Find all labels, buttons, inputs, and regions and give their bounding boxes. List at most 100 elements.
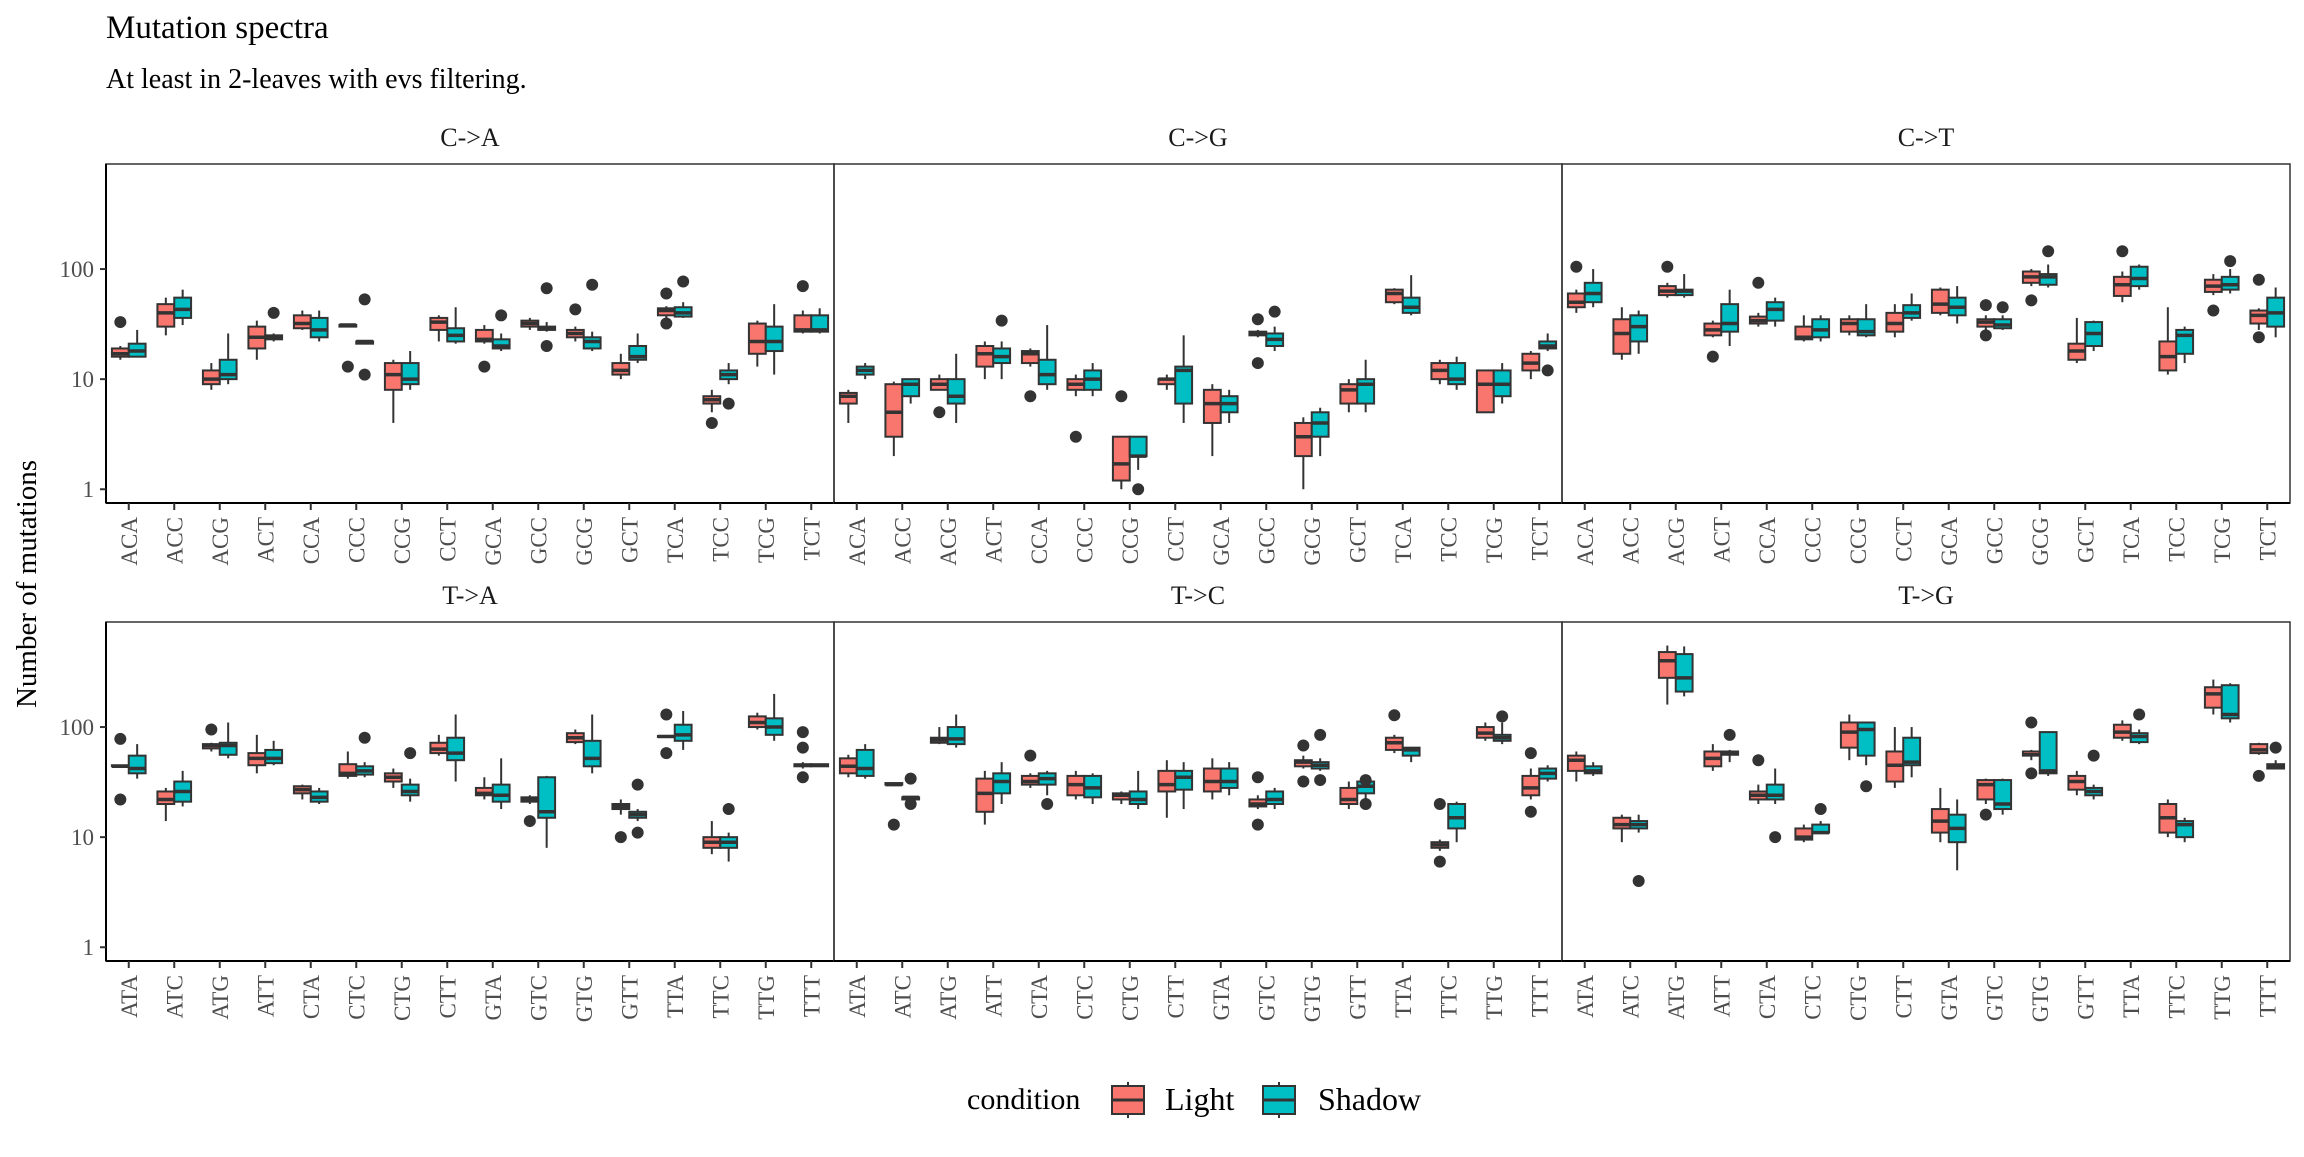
box-ccg-shadow <box>400 351 420 390</box>
x-tick-label: CCG <box>390 517 415 564</box>
box-ccc-shadow <box>1811 315 1831 342</box>
box-ttg-shadow <box>764 693 784 741</box>
box-ccc-shadow <box>355 293 375 381</box>
x-tick-label: GTA <box>1937 975 1962 1021</box>
x-tick-label: ATT <box>1709 975 1734 1017</box>
legend-label-shadow: Shadow <box>1318 1081 1421 1117</box>
outlier-point <box>1069 430 1082 443</box>
box-ccg-light <box>1111 390 1131 490</box>
box-ttt-light <box>793 726 813 784</box>
x-tick-label: GCT <box>2073 517 2098 563</box>
box-acc-shadow <box>1629 310 1649 354</box>
box-ctc-light <box>1066 770 1086 800</box>
box-gct-shadow <box>2084 320 2104 352</box>
outlier-point <box>995 314 1008 327</box>
box-ccg-shadow <box>1128 435 1148 496</box>
box-ctt-shadow <box>446 714 466 782</box>
box-gtc-shadow <box>1265 787 1285 810</box>
box-cct-light <box>1885 304 1905 338</box>
box-ttt-light <box>2249 742 2269 782</box>
box-ctc-shadow <box>355 731 375 778</box>
panel-c-to-a: C->A 1 10 100 ACA ACC ACG ACT CCA CCC CCG CCT GCA GCC… <box>60 123 835 566</box>
box-gcc-shadow <box>1265 305 1285 352</box>
box-gct-light <box>1339 379 1359 413</box>
box-iqr <box>946 726 966 746</box>
box-iqr <box>1902 736 1922 767</box>
box-iqr <box>491 783 511 803</box>
outlier-point <box>660 708 673 721</box>
box-iqr <box>1566 292 1586 309</box>
x-tick-label: CTC <box>1800 975 1825 1020</box>
outlier-point <box>358 731 371 744</box>
box-ctt-light <box>429 734 449 756</box>
box-acc-shadow <box>173 289 193 326</box>
outlier-point <box>358 293 371 306</box>
outlier-point <box>1433 855 1446 868</box>
box-iqr <box>1993 779 2013 811</box>
box-gca-light <box>1202 384 1222 457</box>
box-cta-light <box>1748 754 1768 805</box>
box-iqr <box>201 369 221 386</box>
box-gtt-shadow <box>1356 774 1376 811</box>
box-tta-light <box>2112 720 2132 741</box>
box-att-shadow <box>1720 728 1740 763</box>
box-ctg-shadow <box>400 747 420 802</box>
x-tick-label: TCA <box>2119 517 2144 563</box>
box-atg-shadow <box>218 722 238 759</box>
box-iqr <box>1174 365 1194 405</box>
box-iqr <box>1629 314 1649 343</box>
box-iqr <box>2129 265 2149 288</box>
box-tcc-shadow <box>2175 326 2195 364</box>
outlier-point <box>1496 710 1509 723</box>
legend: condition Light Shadow <box>967 1081 1421 1118</box>
x-tick-label: ACA <box>1573 517 1598 566</box>
box-tca-shadow <box>1401 275 1421 316</box>
x-tick-label: GCG <box>1300 517 1325 566</box>
x-tick-label: TTA <box>663 975 688 1018</box>
x-tick-label: TTC <box>1436 975 1461 1018</box>
x-tick-label: ACC <box>890 517 915 564</box>
box-aca-shadow <box>127 329 147 358</box>
box-atc-light <box>156 787 176 822</box>
box-tcg-light <box>747 320 767 367</box>
x-tick-label: ATT <box>253 975 278 1017</box>
box-acg-shadow <box>218 333 238 385</box>
x-tick-label: CTG <box>390 975 415 1021</box>
y-tick-label: 10 <box>71 825 94 850</box>
box-ccc-light <box>338 323 358 373</box>
box-atc-light <box>1612 814 1632 843</box>
x-tick-label: CCA <box>1755 517 1780 565</box>
box-ttt-shadow <box>1538 765 1558 782</box>
panel-strip-label: T->C <box>1171 581 1225 610</box>
box-iqr <box>1657 651 1677 679</box>
outlier-point <box>114 732 127 745</box>
box-iqr <box>1566 754 1586 772</box>
outlier-point <box>1570 260 1583 273</box>
box-ctg-shadow <box>1856 721 1876 793</box>
box-iqr <box>1839 721 1859 749</box>
x-tick-label: ATA <box>845 975 870 1018</box>
x-tick-label: CTC <box>344 975 369 1020</box>
outlier-point <box>1814 803 1827 816</box>
legend-title: condition <box>967 1083 1080 1116</box>
box-tcc-light <box>1430 359 1450 385</box>
box-iqr <box>855 748 875 777</box>
outlier-point <box>1132 483 1145 496</box>
box-iqr <box>946 378 966 405</box>
x-tick-label: CTT <box>1163 975 1188 1018</box>
box-gta-shadow <box>1947 799 1967 871</box>
outlier-point <box>2116 245 2129 258</box>
box-gca-shadow <box>1947 286 1967 324</box>
box-gtg-shadow <box>582 714 602 774</box>
box-ctt-light <box>1157 760 1177 818</box>
box-ctt-shadow <box>1902 727 1922 778</box>
box-iqr <box>1930 288 1950 314</box>
x-tick-label: ACC <box>1618 517 1643 564</box>
box-ttc-light <box>2158 799 2178 838</box>
box-tcg-shadow <box>764 304 784 375</box>
box-gtt-light <box>611 799 631 844</box>
panel-border <box>105 621 835 962</box>
box-iqr <box>383 362 403 391</box>
outlier-point <box>1524 747 1537 760</box>
outlier-point <box>1752 754 1765 767</box>
